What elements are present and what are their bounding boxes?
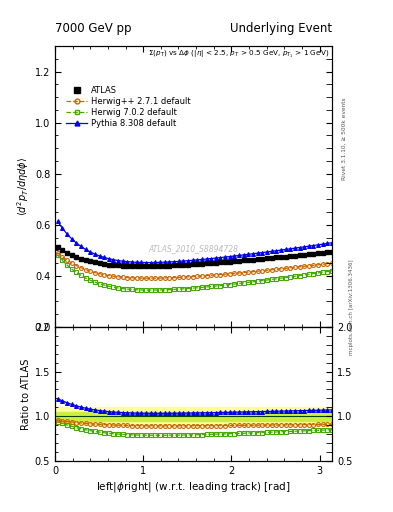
Text: Rivet 3.1.10, ≥ 500k events: Rivet 3.1.10, ≥ 500k events bbox=[342, 97, 346, 180]
Text: $\Sigma(p_T)$ vs $\Delta\phi$ ($|\eta|$ < 2.5, $p_T$ > 0.5 GeV, $p_{T_1}$ > 1 Ge: $\Sigma(p_T)$ vs $\Delta\phi$ ($|\eta|$ … bbox=[148, 49, 329, 60]
Bar bbox=[55, 412, 332, 421]
Text: mcplots.cern.ch [arXiv:1306.3436]: mcplots.cern.ch [arXiv:1306.3436] bbox=[349, 260, 354, 355]
Y-axis label: Ratio to ATLAS: Ratio to ATLAS bbox=[20, 358, 31, 430]
Text: 7000 GeV pp: 7000 GeV pp bbox=[55, 22, 132, 35]
Text: ATLAS_2010_S8894728: ATLAS_2010_S8894728 bbox=[149, 244, 239, 253]
Text: Underlying Event: Underlying Event bbox=[230, 22, 332, 35]
Legend: ATLAS, Herwig++ 2.7.1 default, Herwig 7.0.2 default, Pythia 8.308 default: ATLAS, Herwig++ 2.7.1 default, Herwig 7.… bbox=[65, 84, 193, 130]
Y-axis label: $\langle d^2 p_T/d\eta d\phi\rangle$: $\langle d^2 p_T/d\eta d\phi\rangle$ bbox=[15, 157, 31, 216]
Bar bbox=[55, 407, 332, 425]
X-axis label: left|$\phi$right| (w.r.t. leading track) [rad]: left|$\phi$right| (w.r.t. leading track)… bbox=[96, 480, 291, 494]
